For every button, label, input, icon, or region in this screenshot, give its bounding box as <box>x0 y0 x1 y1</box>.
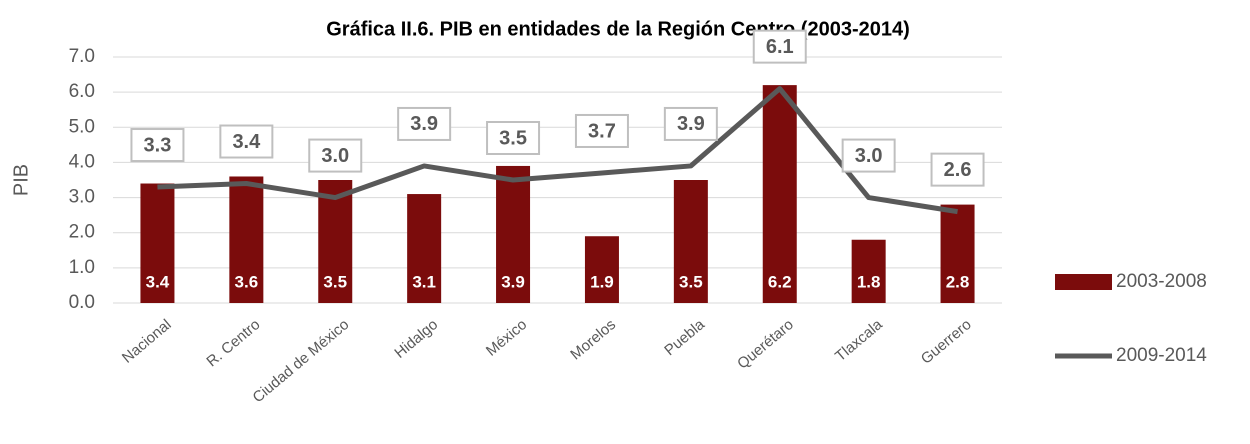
label-box <box>752 29 807 64</box>
y-tick-label: 5.0 <box>69 116 95 137</box>
y-tick-label: 2.0 <box>69 222 95 243</box>
line-value-label: 2.6 <box>944 159 972 181</box>
bar <box>407 194 442 303</box>
bar <box>318 180 353 303</box>
bar-value-label: 1.9 <box>590 272 614 291</box>
bar <box>673 180 708 303</box>
line-value-label: 3.3 <box>144 134 172 156</box>
x-tick-label: R. Centro <box>203 316 263 370</box>
chart-title: Gráfica II.6. PIB en entidades de la Reg… <box>326 18 910 40</box>
label-box <box>308 138 363 173</box>
x-tick-label: Puebla <box>661 316 708 359</box>
bar-value-label: 3.4 <box>146 272 170 291</box>
legend-label: 2003-2008 <box>1116 271 1207 292</box>
line-value-label: 3.4 <box>232 131 261 153</box>
x-tick-label: Ciudad de México <box>249 316 352 406</box>
x-tick-label: Hidalgo <box>391 316 441 362</box>
y-tick-label: 7.0 <box>69 46 95 67</box>
label-box <box>397 106 452 141</box>
line-value-label: 3.7 <box>588 120 616 142</box>
bar <box>140 183 175 303</box>
label-box <box>841 138 896 173</box>
y-tick-label: 4.0 <box>69 151 95 172</box>
y-tick-label: 3.0 <box>69 187 95 208</box>
y-tick-label: 6.0 <box>69 81 95 102</box>
line-value-label: 3.9 <box>677 113 705 135</box>
label-box <box>486 121 541 155</box>
bar-value-label: 1.8 <box>857 272 881 291</box>
line <box>157 86 958 215</box>
bar <box>940 204 975 303</box>
line-value-label: 3.0 <box>321 145 349 167</box>
bar-value-label: 3.6 <box>235 272 259 291</box>
bar-value-label: 3.1 <box>412 272 436 291</box>
bar-value-label: 2.8 <box>946 272 970 291</box>
bar <box>496 165 531 303</box>
label-box <box>219 124 274 159</box>
x-tick-label: Tlaxcala <box>832 316 886 365</box>
line-value-label: 3.9 <box>410 113 438 135</box>
bar-value-label: 3.5 <box>679 272 703 291</box>
bar-value-label: 3.5 <box>323 272 347 291</box>
x-tick-label: Nacional <box>119 316 175 367</box>
x-tick-label: México <box>483 316 530 360</box>
y-tick-label: 0.0 <box>69 292 95 313</box>
bar-value-label: 6.2 <box>768 272 792 291</box>
bar <box>229 176 264 303</box>
line-value-label: 3.5 <box>499 127 527 149</box>
x-tick-label: Guerrero <box>918 316 975 368</box>
bar-value-label: 3.9 <box>501 272 525 291</box>
line-value-label: 3.0 <box>855 145 883 167</box>
x-tick-label: Morelos <box>567 316 619 363</box>
label-box <box>663 106 718 141</box>
legend-label: 2009-2014 <box>1116 345 1207 366</box>
line-value-label: 6.1 <box>766 36 794 58</box>
y-tick-label: 1.0 <box>69 257 95 278</box>
bar <box>851 239 886 303</box>
label-box <box>574 113 629 148</box>
bar <box>762 85 797 303</box>
x-tick-label: Querétaro <box>734 316 797 372</box>
label-box <box>130 128 185 163</box>
y-axis-label: PIB <box>10 164 32 196</box>
legend-swatch <box>1055 274 1112 290</box>
bar <box>584 236 619 303</box>
label-box <box>930 152 985 187</box>
